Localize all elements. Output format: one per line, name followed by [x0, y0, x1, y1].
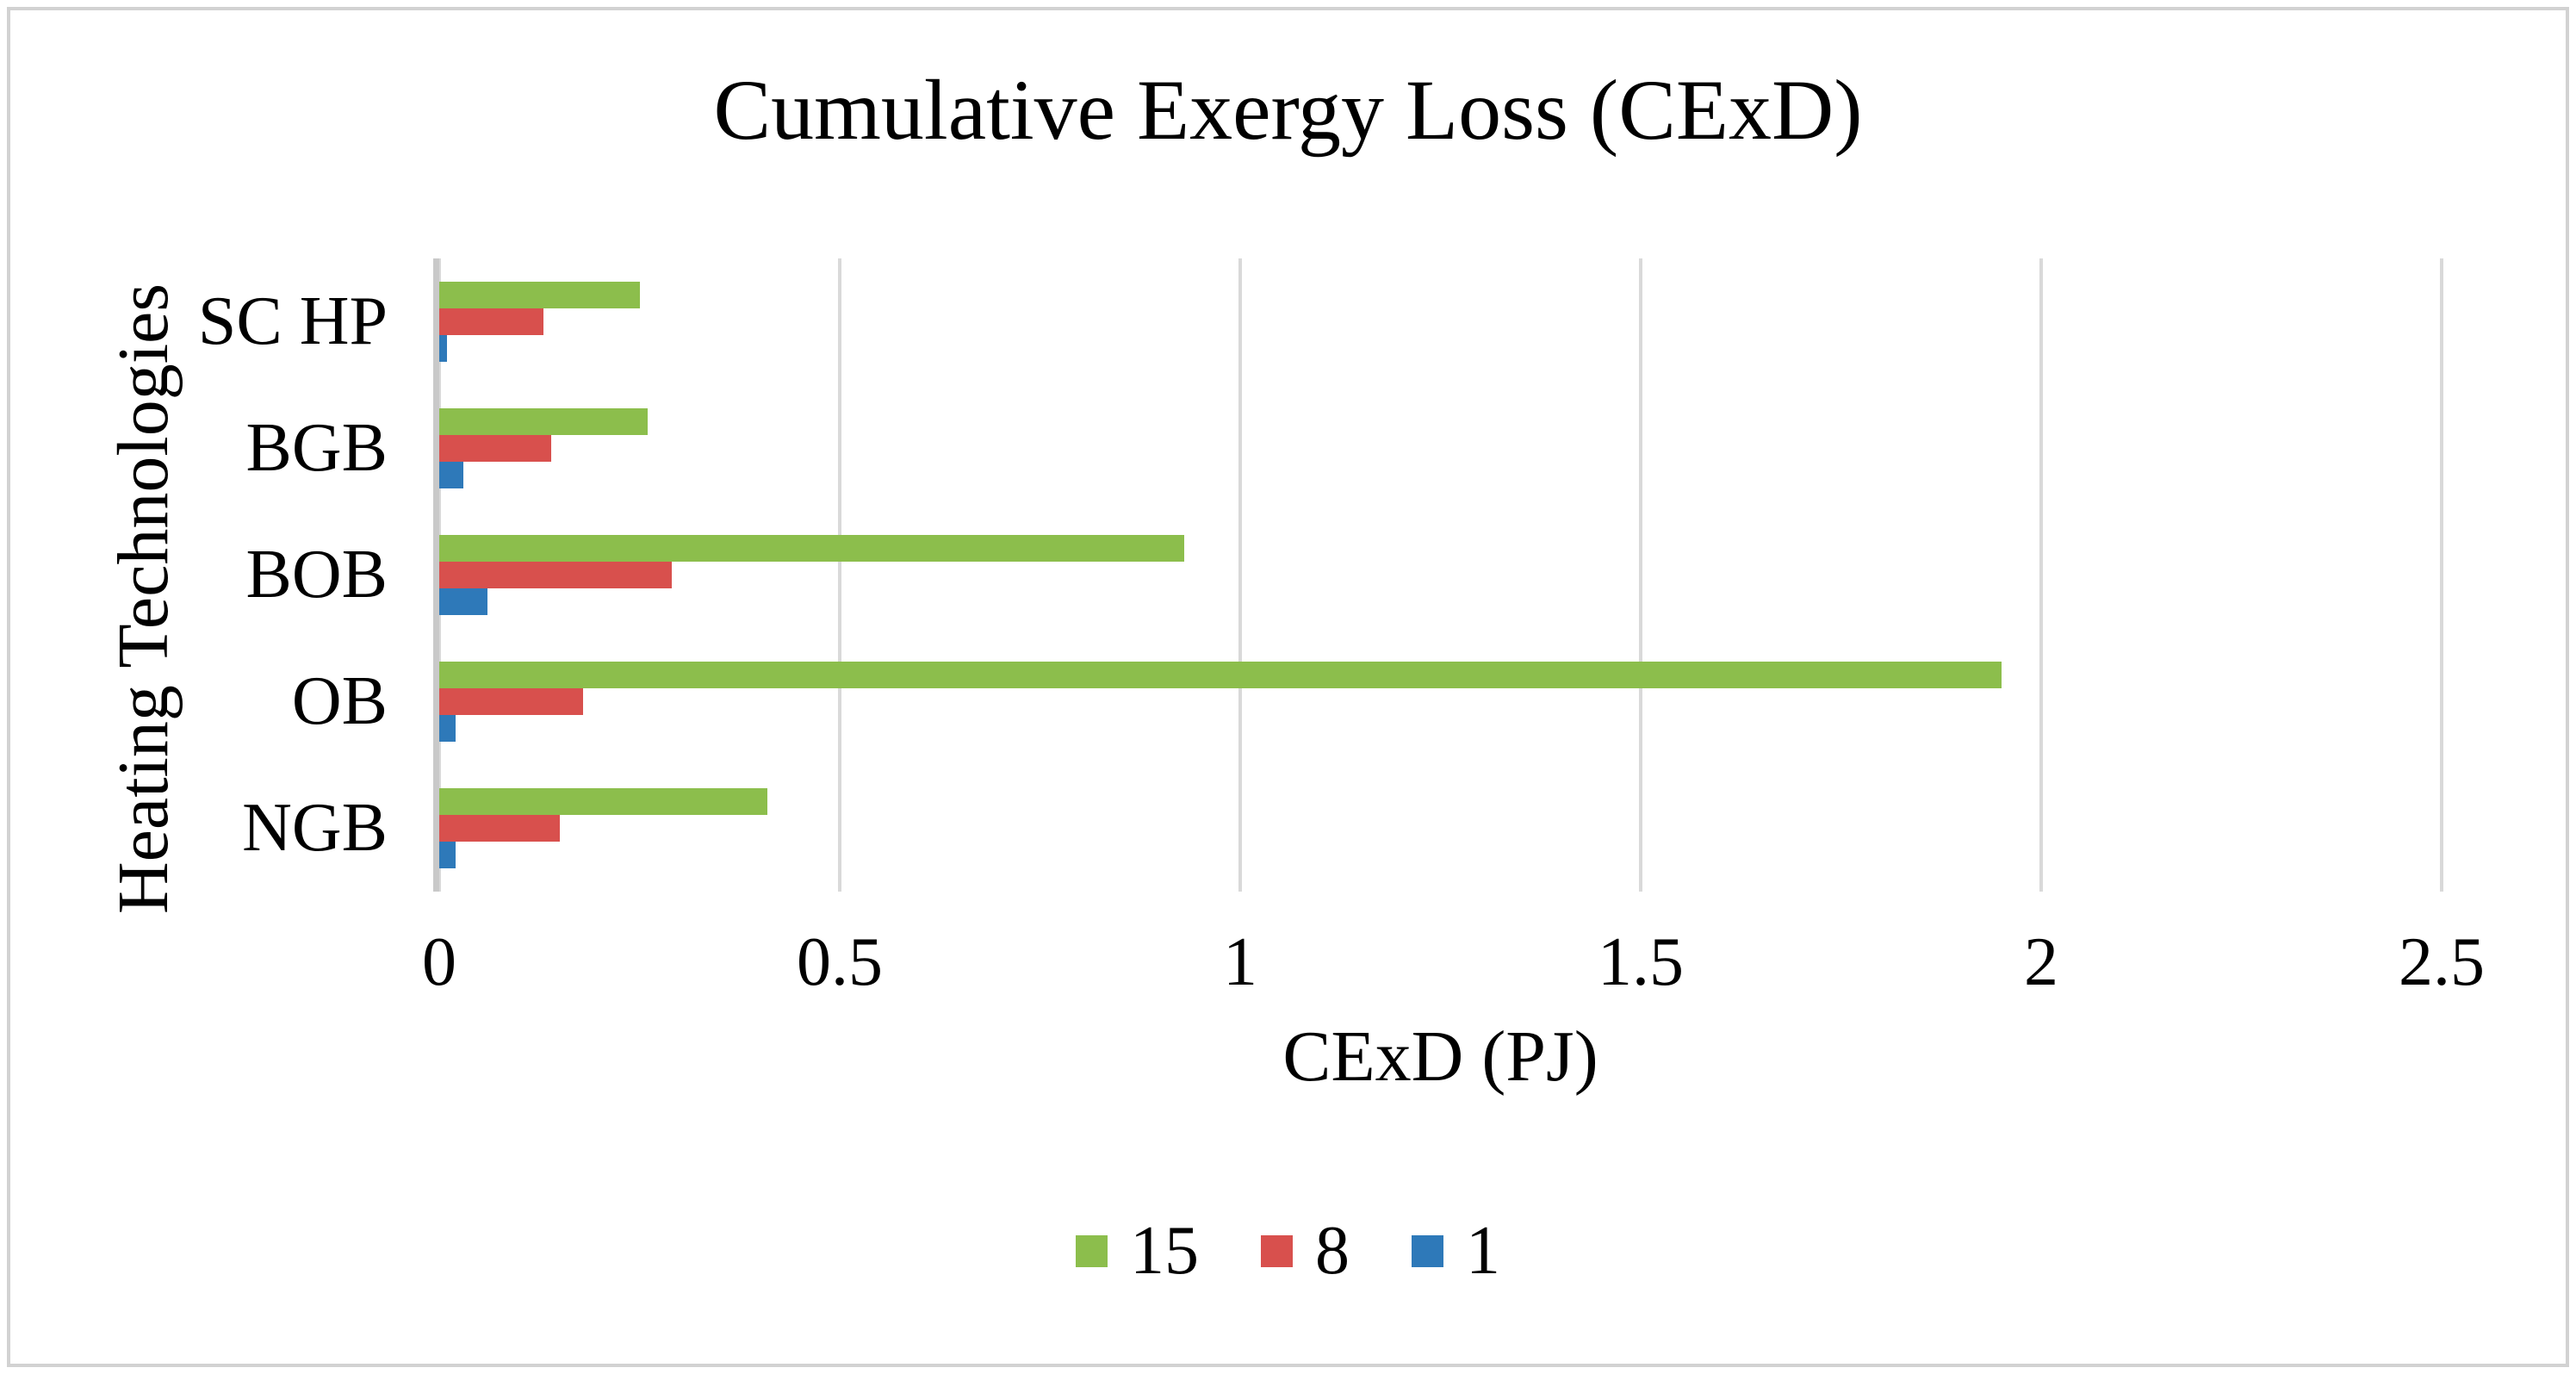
- legend-item-15: 15: [1076, 1216, 1199, 1285]
- bar-sc-hp-series-1: [439, 335, 448, 362]
- bar-sc-hp-series-15: [439, 282, 640, 308]
- legend: 15 8 1: [0, 1216, 2576, 1285]
- bar-ngb-series-8: [439, 815, 560, 842]
- x-tick-label-2: 2: [2024, 924, 2058, 1000]
- legend-swatch-1: [1412, 1234, 1443, 1267]
- bar-bgb-series-1: [439, 462, 463, 488]
- bar-bob-series-15: [439, 535, 1184, 562]
- legend-label-8: 8: [1315, 1213, 1350, 1289]
- plot-area: [433, 258, 2443, 892]
- x-tick-label-2.5: 2.5: [2399, 924, 2485, 1000]
- bar-bgb-series-8: [439, 435, 552, 462]
- x-tick-label-0.5: 0.5: [797, 924, 883, 1000]
- legend-swatch-15: [1076, 1234, 1108, 1267]
- gridline-1.5: [1639, 258, 1642, 892]
- legend-label-15: 15: [1130, 1213, 1199, 1289]
- legend-item-1: 1: [1412, 1216, 1500, 1285]
- gridline-1: [1238, 258, 1242, 892]
- chart-title: Cumulative Exergy Loss (CExD): [713, 62, 1863, 158]
- gridline-0.5: [838, 258, 841, 892]
- category-label-sc-hp: SC HP: [197, 283, 388, 359]
- x-tick-label-0: 0: [422, 924, 456, 1000]
- bar-ob-series-15: [439, 662, 2002, 688]
- bar-ob-series-8: [439, 688, 584, 715]
- bar-bob-series-8: [439, 562, 672, 588]
- legend-label-1: 1: [1466, 1213, 1500, 1289]
- x-axis-title: CExD (PJ): [1282, 1017, 1598, 1097]
- legend-swatch-8: [1261, 1234, 1293, 1267]
- gridline-2: [2039, 258, 2043, 892]
- category-label-ob: OB: [291, 663, 388, 739]
- category-label-ngb: NGB: [242, 790, 388, 866]
- bar-sc-hp-series-8: [439, 308, 543, 335]
- category-label-bob: BOB: [245, 537, 388, 612]
- x-tick-label-1: 1: [1223, 924, 1257, 1000]
- category-label-bgb: BGB: [245, 410, 388, 486]
- category-axis-line: [433, 258, 439, 892]
- legend-item-8: 8: [1261, 1216, 1350, 1285]
- bar-bgb-series-15: [439, 408, 648, 435]
- x-tick-label-1.5: 1.5: [1598, 924, 1684, 1000]
- bar-ngb-series-15: [439, 788, 768, 815]
- bar-ngb-series-1: [439, 842, 456, 868]
- gridline-2.5: [2440, 258, 2443, 892]
- bar-bob-series-1: [439, 588, 487, 615]
- bar-ob-series-1: [439, 715, 456, 742]
